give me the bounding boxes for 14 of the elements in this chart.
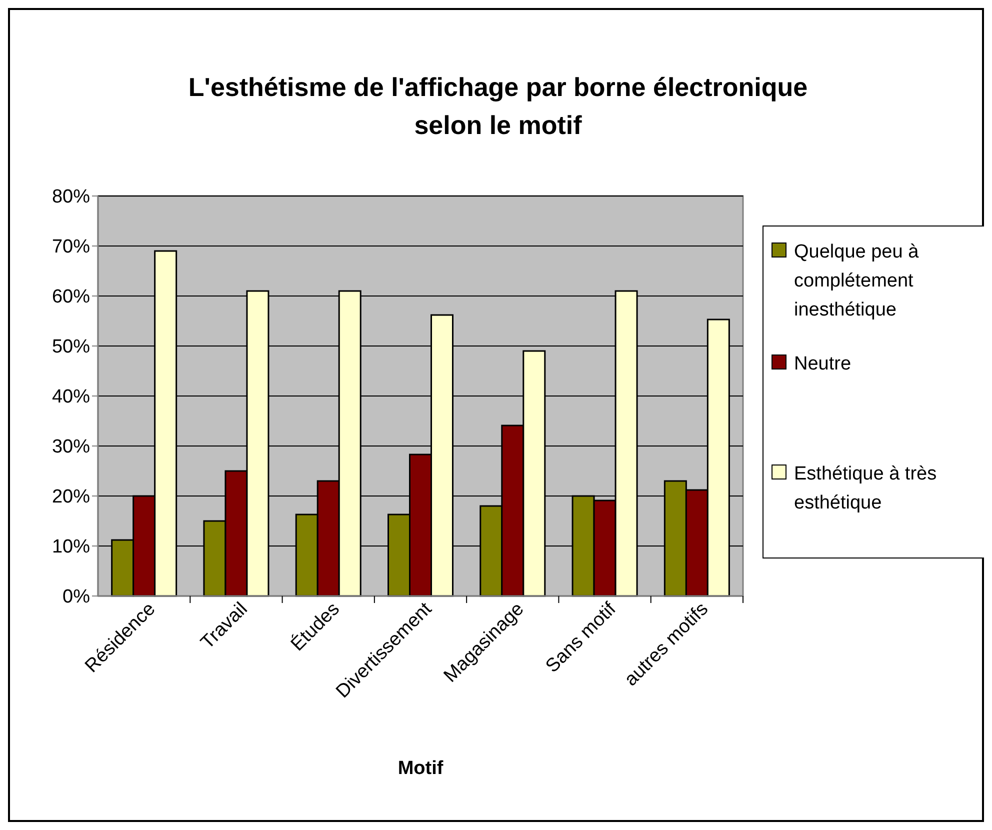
- legend-label: Quelque peu à complétement inesthétique: [794, 242, 920, 321]
- chart-title: L'esthétisme de l'affichage par borne électronique selon le motif: [188, 72, 808, 140]
- y-tick-label: 40%: [52, 386, 90, 408]
- y-tick-label: 70%: [52, 236, 90, 258]
- legend-label: Neutre: [794, 354, 852, 375]
- y-tick-label: 60%: [52, 286, 90, 308]
- y-tick-label: 50%: [52, 336, 90, 358]
- y-tick-label: 20%: [52, 486, 90, 508]
- y-tick-label: 0%: [62, 586, 90, 608]
- y-tick-label: 80%: [52, 186, 90, 208]
- y-tick-label: 10%: [52, 536, 90, 558]
- legend-label: Esthétique à très esthétique: [794, 464, 937, 514]
- y-tick-label: 30%: [52, 436, 90, 458]
- x-axis-title: Motif: [398, 758, 444, 779]
